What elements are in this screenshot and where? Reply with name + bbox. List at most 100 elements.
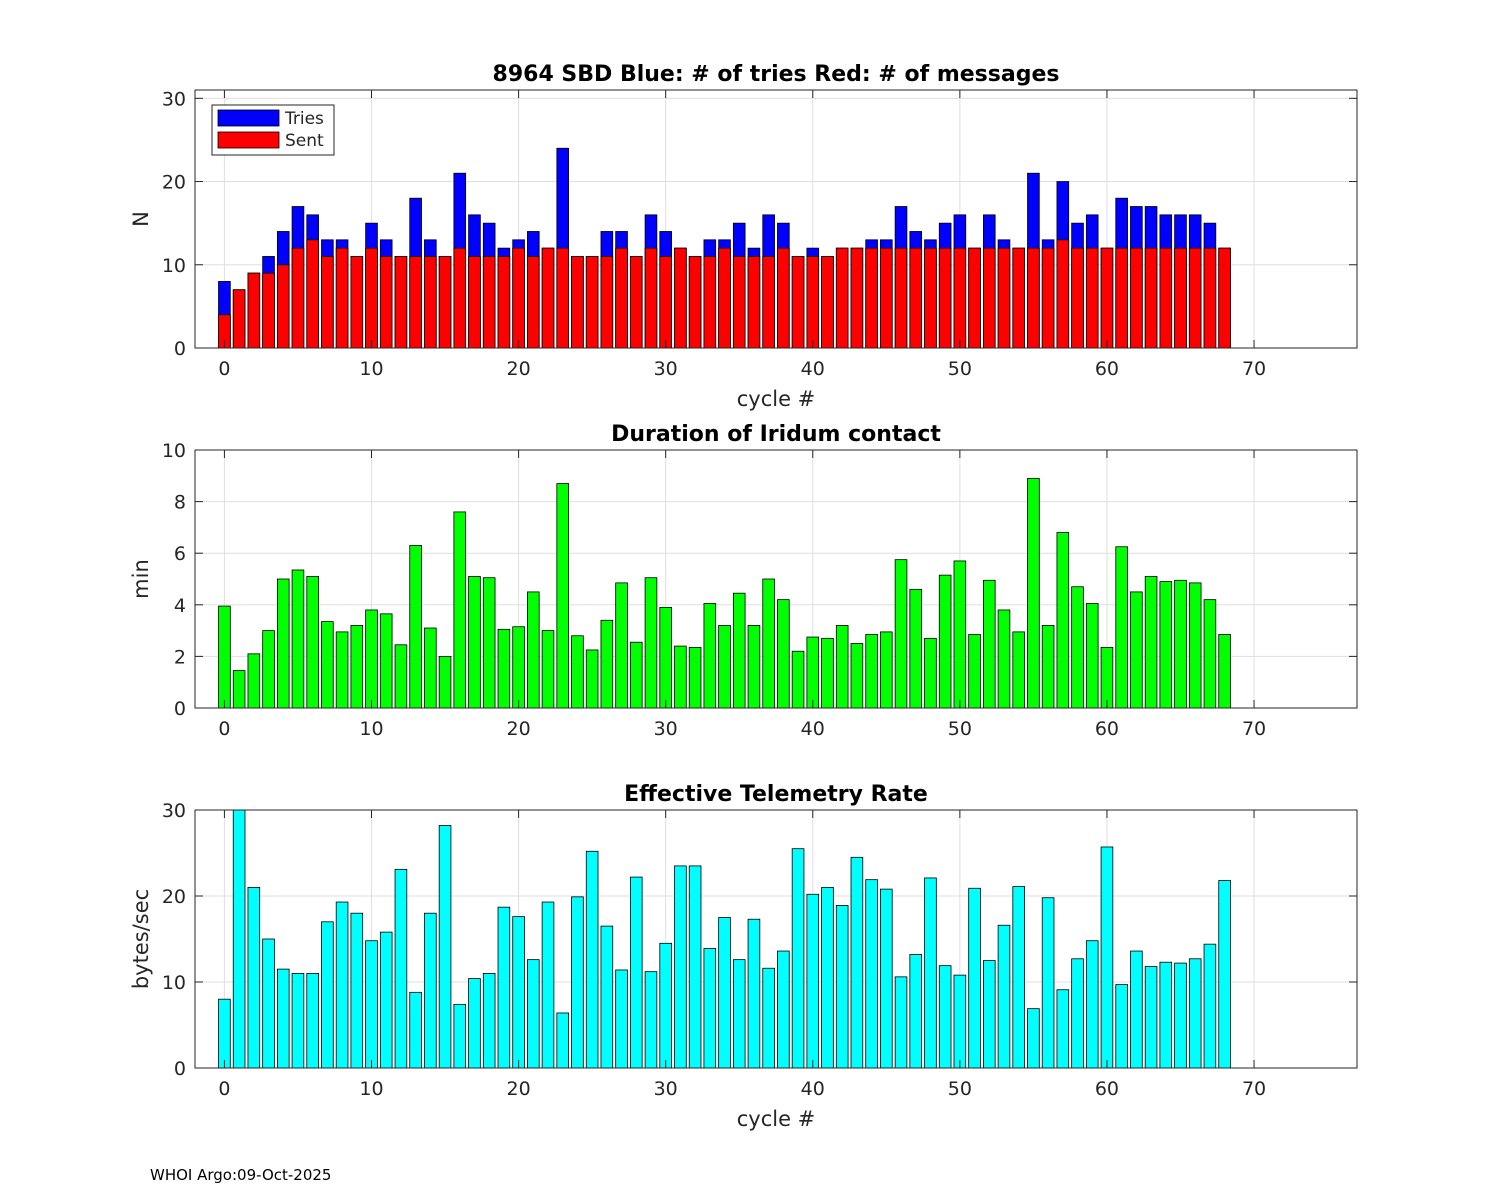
- rate-bar: [365, 940, 378, 1068]
- rate-bar: [968, 887, 981, 1068]
- x-tick-label: 0: [218, 1078, 230, 1100]
- duration-bar: [497, 628, 511, 708]
- x-tick-label: 0: [218, 718, 230, 740]
- y-tick-label: 30: [162, 88, 186, 110]
- duration-bar: [953, 560, 967, 708]
- duration-bar: [909, 588, 923, 708]
- sent-bar: [1100, 247, 1114, 348]
- rate-bar: [379, 931, 393, 1068]
- y-tick-label: 20: [162, 172, 186, 194]
- duration-bar: [571, 635, 584, 708]
- x-tick-label: 30: [654, 718, 678, 740]
- sent-bar: [1012, 247, 1025, 348]
- duration-bar: [1071, 586, 1084, 708]
- duration-bar: [468, 576, 481, 708]
- rate-bar: [232, 810, 246, 1068]
- duration-bar: [924, 637, 937, 708]
- rate-bar: [909, 954, 923, 1068]
- legend-label-tries: Tries: [284, 109, 324, 129]
- x-tick-label: 40: [801, 358, 825, 380]
- duration-bar: [865, 634, 878, 708]
- sent-bar: [747, 256, 761, 348]
- rate-bar: [424, 912, 437, 1068]
- rate-bar: [703, 948, 717, 1068]
- y-tick-label: 10: [162, 972, 186, 994]
- sent-bar: [938, 247, 952, 348]
- rate-bar: [1056, 989, 1070, 1068]
- duration-bar: [1100, 646, 1114, 708]
- duration-bar: [674, 645, 687, 708]
- rate-bar: [512, 916, 525, 1068]
- sent-bar: [1071, 247, 1084, 348]
- sent-bar: [968, 247, 981, 348]
- sent-bar: [806, 256, 820, 348]
- duration-bar: [585, 649, 599, 708]
- duration-bar: [1115, 546, 1128, 708]
- rate-bar: [482, 973, 496, 1068]
- sent-bar: [1085, 247, 1099, 348]
- rate-bar: [777, 950, 790, 1068]
- sent-bar: [909, 247, 923, 348]
- rate-bar: [718, 917, 731, 1068]
- duration-bar: [394, 644, 408, 708]
- axes-box: [194, 809, 1358, 1069]
- duration-bar: [262, 630, 275, 708]
- duration-bar: [821, 637, 834, 708]
- sent-bar: [600, 256, 614, 348]
- y-tick-label: 10: [162, 255, 186, 277]
- duration-bar: [968, 634, 981, 708]
- duration-bar: [1218, 634, 1231, 708]
- sent-bar: [615, 247, 628, 348]
- sent-bar: [1188, 247, 1202, 348]
- x-tick-label: 30: [654, 1078, 678, 1100]
- sent-bar: [276, 264, 290, 348]
- x-tick-label: 50: [948, 718, 972, 740]
- x-tick-label: 70: [1242, 358, 1266, 380]
- sent-bar: [350, 256, 364, 348]
- duration-bar: [644, 577, 658, 708]
- duration-bar: [276, 578, 290, 708]
- duration-bar: [335, 631, 349, 708]
- duration-bar: [894, 559, 908, 708]
- rate-bar: [894, 976, 908, 1068]
- sent-bar: [1130, 247, 1143, 348]
- duration-bar: [512, 626, 525, 708]
- sent-bar: [982, 247, 996, 348]
- rate-bar: [1041, 897, 1055, 1068]
- rate-bar: [1027, 1008, 1040, 1068]
- duration-bar: [556, 483, 570, 708]
- sent-bar: [424, 256, 437, 348]
- sent-bar: [512, 247, 525, 348]
- x-tick-label: 20: [507, 718, 531, 740]
- sent-bar: [482, 256, 496, 348]
- sent-bar: [527, 256, 540, 348]
- x-tick-label: 10: [359, 1078, 383, 1100]
- sent-bar: [232, 289, 246, 348]
- x-tick-label: 60: [1095, 718, 1119, 740]
- sent-bar: [674, 247, 687, 348]
- sent-bar: [1159, 247, 1173, 348]
- rate-bar: [1100, 846, 1114, 1068]
- x-tick-label: 40: [801, 718, 825, 740]
- rate-bar: [762, 967, 775, 1068]
- sent-bar: [880, 247, 893, 348]
- duration-bar: [1188, 582, 1202, 708]
- duration-bar: [997, 609, 1011, 708]
- y-tick-label: 30: [162, 800, 186, 822]
- rate-bar: [1188, 958, 1202, 1068]
- sent-bar: [335, 247, 349, 348]
- sent-bar: [1027, 247, 1040, 348]
- sent-bar: [644, 247, 658, 348]
- rate-bar: [806, 893, 820, 1068]
- sent-bar: [953, 247, 967, 348]
- duration-bar: [409, 545, 422, 708]
- rate-bar: [585, 850, 599, 1068]
- x-tick-label: 70: [1242, 1078, 1266, 1100]
- sent-bar: [394, 256, 408, 348]
- duration-bar: [291, 569, 305, 708]
- sent-bar: [453, 247, 467, 348]
- duration-bar: [247, 653, 261, 708]
- duration-bar: [1012, 631, 1025, 708]
- x-tick-label: 50: [948, 358, 972, 380]
- rate-bar: [1203, 943, 1217, 1068]
